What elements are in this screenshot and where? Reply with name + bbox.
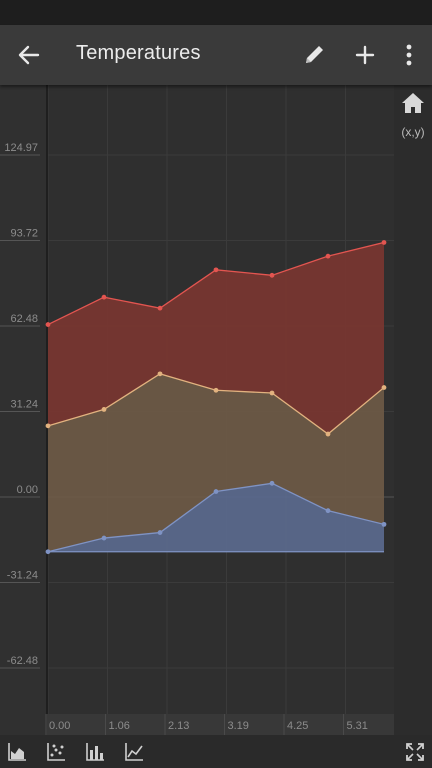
area-chart[interactable]: 124.97 93.72 62.48 31.24 0.00 -31.24 -62.48 0.0… xyxy=(0,85,394,735)
more-vertical-icon[interactable] xyxy=(397,41,421,69)
data-point xyxy=(325,431,331,437)
data-point xyxy=(213,489,219,494)
app-bar: Temperatures xyxy=(0,25,432,85)
data-point xyxy=(269,390,275,396)
data-point xyxy=(45,322,51,327)
data-point xyxy=(157,371,163,377)
bottom-toolbar xyxy=(0,735,432,768)
fullscreen-icon[interactable] xyxy=(404,741,426,763)
area-fill xyxy=(48,483,384,552)
home-icon[interactable] xyxy=(399,91,427,115)
x-tick-label: 0.00 xyxy=(49,720,70,732)
xy-coordinates-button[interactable]: (x,y) xyxy=(401,125,425,139)
area-fill xyxy=(48,242,384,435)
data-point xyxy=(157,305,163,311)
bar-chart-icon[interactable] xyxy=(84,741,106,763)
side-toolbar: (x,y) xyxy=(394,85,432,735)
chart-area[interactable]: 124.97 93.72 62.48 31.24 0.00 -31.24 -62.48 0.0… xyxy=(0,85,432,735)
arrow-left-icon[interactable] xyxy=(14,41,44,69)
status-bar xyxy=(0,0,432,25)
data-point xyxy=(269,272,275,278)
y-tick-label: 93.72 xyxy=(10,228,38,240)
data-point xyxy=(213,387,219,393)
data-point xyxy=(213,267,219,273)
x-tick-label: 4.25 xyxy=(287,720,308,732)
y-tick-label: 31.24 xyxy=(10,399,38,411)
data-point xyxy=(269,480,275,486)
data-point xyxy=(381,385,387,390)
data-point xyxy=(101,407,107,412)
area-chart-icon[interactable] xyxy=(6,741,28,763)
area-fill xyxy=(48,373,384,552)
y-tick-label: 124.97 xyxy=(4,142,38,154)
x-axis-strip xyxy=(47,714,394,735)
data-point xyxy=(101,535,107,541)
y-tick-label: 62.48 xyxy=(10,313,38,325)
scatter-chart-icon[interactable] xyxy=(45,741,67,763)
data-point xyxy=(157,530,163,535)
line-chart-icon[interactable] xyxy=(123,741,145,763)
data-point xyxy=(45,423,51,429)
data-point xyxy=(381,521,387,527)
plus-icon[interactable] xyxy=(352,41,378,69)
x-tick-label: 1.06 xyxy=(109,720,130,732)
x-tick-label: 2.13 xyxy=(168,720,189,732)
data-point xyxy=(381,240,387,245)
page-title: Temperatures xyxy=(76,42,201,64)
y-tick-label: -31.24 xyxy=(7,570,38,582)
data-point xyxy=(101,294,107,300)
y-tick-label: -62.48 xyxy=(7,655,38,667)
data-point xyxy=(325,508,331,514)
pencil-icon[interactable] xyxy=(302,41,328,69)
y-tick-label: 0.00 xyxy=(17,484,38,496)
data-point xyxy=(325,253,331,259)
x-tick-label: 5.31 xyxy=(347,720,368,732)
x-tick-label: 3.19 xyxy=(228,720,249,732)
